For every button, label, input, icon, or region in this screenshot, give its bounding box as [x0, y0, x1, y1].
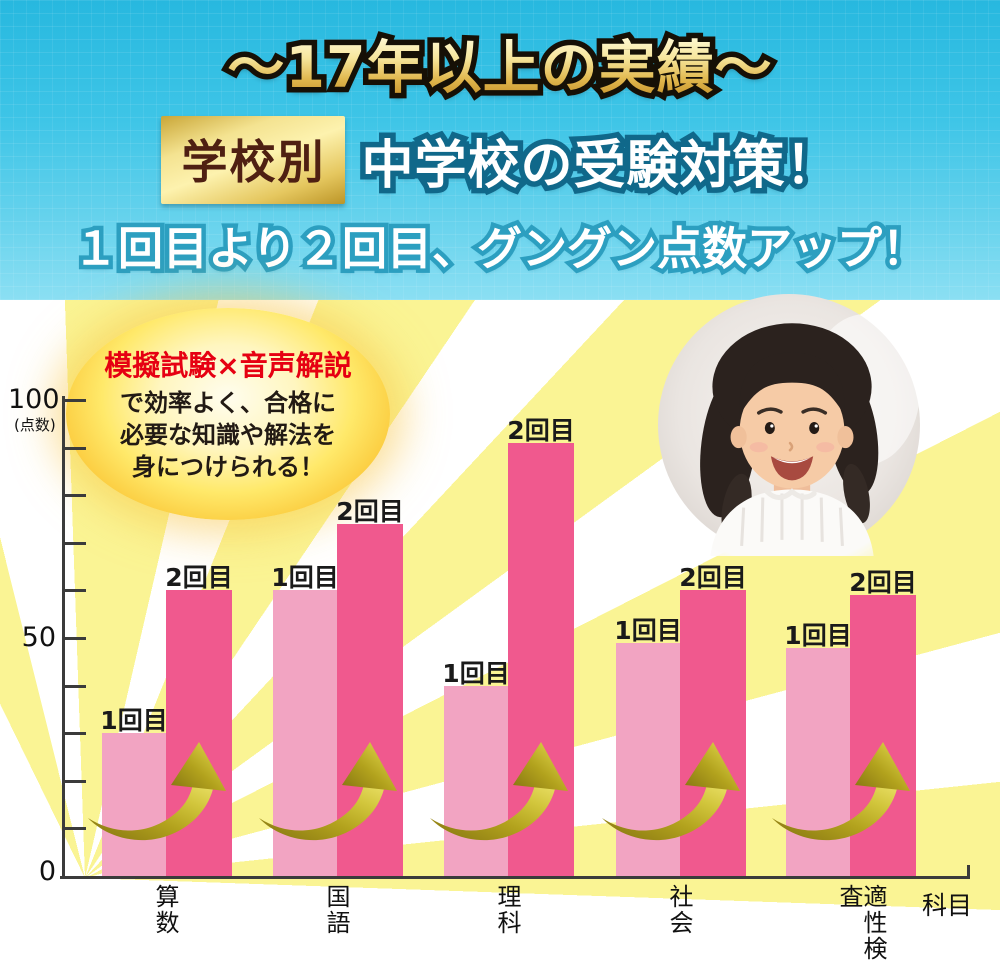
x-axis-end-tick	[967, 865, 970, 876]
tagline: １回目より２回目、グングン点数アップ！ １回目より２回目、グングン点数アップ！	[68, 212, 931, 280]
y-axis-unit-label: (点数)	[14, 416, 56, 434]
subtitle-outline: 中学校の受験対策！	[356, 130, 843, 201]
bar-first-理科	[444, 686, 508, 876]
y-tick-90	[64, 446, 86, 450]
y-label-50: 50	[21, 622, 56, 653]
bar-chart: 0 50 100 (点数) 1回目 2回目算数 1回目 2回目国語 1回目 2回目理科 1回目 2回目…	[0, 300, 1000, 973]
callout-headline: 模擬試験×音声解説	[104, 349, 352, 383]
page-title-outline: 〜17年以上の実績〜	[222, 22, 777, 107]
callout-balloon: 模擬試験×音声解説 で効率よく、合格に 必要な知識や解法を 身につけられる！	[66, 308, 390, 520]
subtitle: 中学校の受験対策！ 中学校の受験対策！	[356, 123, 843, 201]
title-row: 〜17年以上の実績〜 〜17年以上の実績〜	[0, 22, 1000, 107]
y-tick-80	[64, 494, 86, 498]
y-tick-50	[64, 637, 86, 640]
y-tick-40	[64, 684, 86, 688]
up-arrow-icon-理科	[428, 740, 578, 845]
bar-label-second-国語: 2回目	[336, 497, 404, 526]
girl-photo	[658, 294, 920, 556]
x-category-label-国語: 国語	[322, 884, 350, 936]
callout-line-2: で効率よく、合格に	[120, 389, 336, 418]
x-axis-caption: 科目	[922, 891, 973, 920]
tagline-text: １回目より２回目、グングン点数アップ！	[72, 222, 928, 275]
bar-label-second-社会: 2回目	[679, 563, 747, 592]
bar-label-first-国語: 1回目	[271, 563, 339, 592]
page-title: 〜17年以上の実績〜 〜17年以上の実績〜	[222, 22, 777, 107]
x-category-label-適性検査: 適性検査	[835, 884, 887, 962]
x-category-label-理科: 理科	[493, 884, 521, 936]
subtitle-text: 中学校の受験対策！	[361, 135, 839, 196]
bar-label-first-適性検査: 1回目	[784, 621, 852, 650]
x-category-label-算数: 算数	[151, 884, 179, 936]
up-arrow-icon-国語	[257, 740, 407, 845]
callout-line-3: 必要な知識や解法を	[120, 421, 336, 450]
school-badge: 学校別	[161, 116, 346, 204]
header-banner: 〜17年以上の実績〜 〜17年以上の実績〜 学校別 中学校の受験対策！ 中学校の…	[0, 0, 1000, 300]
tagline-row: １回目より２回目、グングン点数アップ！ １回目より２回目、グングン点数アップ！	[0, 212, 1000, 280]
y-tick-60	[64, 589, 86, 593]
subtitle-row: 学校別 中学校の受験対策！ 中学校の受験対策！	[0, 116, 1000, 204]
y-label-100: 100	[8, 384, 60, 415]
y-tick-30	[64, 732, 86, 736]
callout-line-4: 身につけられる！	[132, 452, 324, 481]
up-arrow-icon-算数	[86, 740, 236, 845]
y-tick-20	[64, 779, 86, 783]
tagline-outline: １回目より２回目、グングン点数アップ！	[68, 218, 931, 280]
y-tick-70	[64, 541, 86, 545]
chart-section: 模擬試験×音声解説 で効率よく、合格に 必要な知識や解法を 身につけられる！	[0, 294, 1000, 973]
bar-label-second-理科: 2回目	[507, 416, 575, 445]
y-tick-100	[64, 399, 86, 402]
x-axis	[60, 876, 970, 879]
bar-first-算数	[102, 733, 166, 876]
bar-label-second-算数: 2回目	[165, 563, 233, 592]
x-category-label-社会: 社会	[665, 884, 693, 936]
bar-label-first-算数: 1回目	[100, 706, 168, 735]
up-arrow-icon-適性検査	[770, 740, 920, 845]
girl-photo-graphic	[658, 294, 920, 556]
bar-label-first-社会: 1回目	[614, 616, 682, 645]
bar-label-first-理科: 1回目	[442, 659, 510, 688]
page-title-text: 〜17年以上の実績〜	[227, 35, 773, 101]
bar-label-second-適性検査: 2回目	[849, 568, 917, 597]
y-label-0: 0	[38, 856, 56, 887]
y-tick-10	[64, 827, 86, 831]
up-arrow-icon-社会	[600, 740, 750, 845]
y-axis	[62, 396, 65, 879]
